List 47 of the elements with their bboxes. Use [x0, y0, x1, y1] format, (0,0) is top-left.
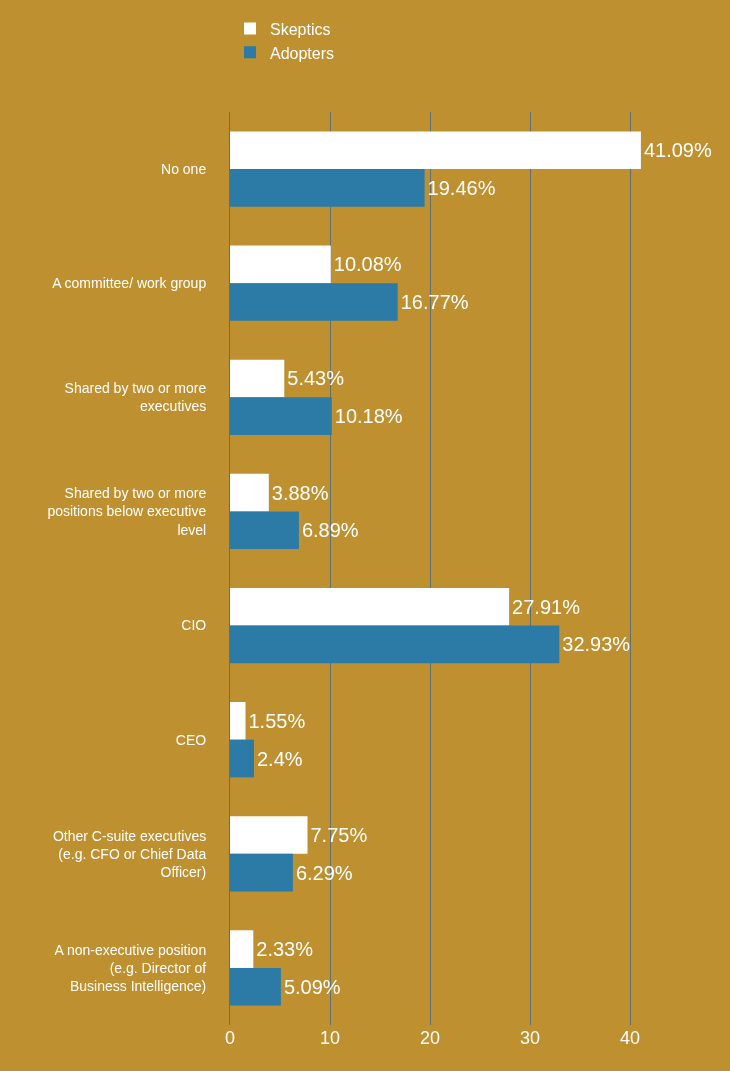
y-tick-label: CEO	[175, 731, 207, 748]
bar	[230, 625, 560, 664]
data-label: 6.89%	[301, 519, 359, 542]
data-label: 19.46%	[427, 176, 496, 199]
data-label: 16.77%	[400, 291, 469, 314]
bar	[230, 397, 332, 435]
bar	[230, 587, 510, 626]
x-tick-label: 20	[419, 1028, 441, 1048]
x-tick-label: 40	[619, 1028, 641, 1048]
bar	[230, 816, 308, 854]
bar	[230, 245, 331, 284]
data-label: 7.75%	[310, 823, 368, 846]
bar	[230, 169, 425, 207]
bar	[230, 283, 398, 321]
x-tick-label: 0	[224, 1028, 236, 1048]
y-tick-label: A committee/ work group	[52, 275, 207, 292]
data-label: 6.29%	[295, 861, 353, 884]
data-label: 3.88%	[271, 481, 329, 504]
bar	[230, 739, 254, 778]
y-tick-label: No one	[161, 160, 207, 177]
data-label: 2.4%	[257, 747, 303, 770]
data-label: 27.91%	[512, 595, 581, 618]
data-label: 10.18%	[334, 405, 403, 428]
legend-label: Adopters	[270, 44, 335, 62]
bar	[230, 359, 285, 398]
y-tick-label: Shared by two or more executives	[64, 380, 207, 415]
bar	[230, 967, 281, 1006]
data-label: 1.55%	[248, 709, 306, 732]
bar	[230, 702, 246, 740]
data-label: 2.33%	[256, 938, 314, 961]
bar	[230, 930, 254, 968]
data-label: 41.09%	[643, 139, 712, 162]
bar	[230, 511, 299, 550]
data-label: 5.09%	[283, 975, 341, 998]
x-tick-label: 30	[519, 1028, 541, 1048]
legend-label: Skeptics	[270, 20, 331, 38]
data-label: 32.93%	[562, 633, 631, 656]
y-tick-label: A non-executive position (e.g. Director of Business Intelligence)	[54, 941, 207, 995]
y-tick-label: Shared by two or more positions below executive level	[47, 485, 207, 538]
y-tick-label: Other C-suite executives (e.g. CFO or Chief Data Officer)	[52, 827, 207, 880]
bar	[230, 473, 269, 512]
bar	[230, 853, 293, 892]
bar	[230, 131, 641, 170]
x-tick-label: 10	[319, 1028, 341, 1048]
y-tick-label: CIO	[181, 617, 207, 634]
data-label: 5.43%	[287, 367, 345, 390]
data-label: 10.08%	[333, 253, 402, 276]
